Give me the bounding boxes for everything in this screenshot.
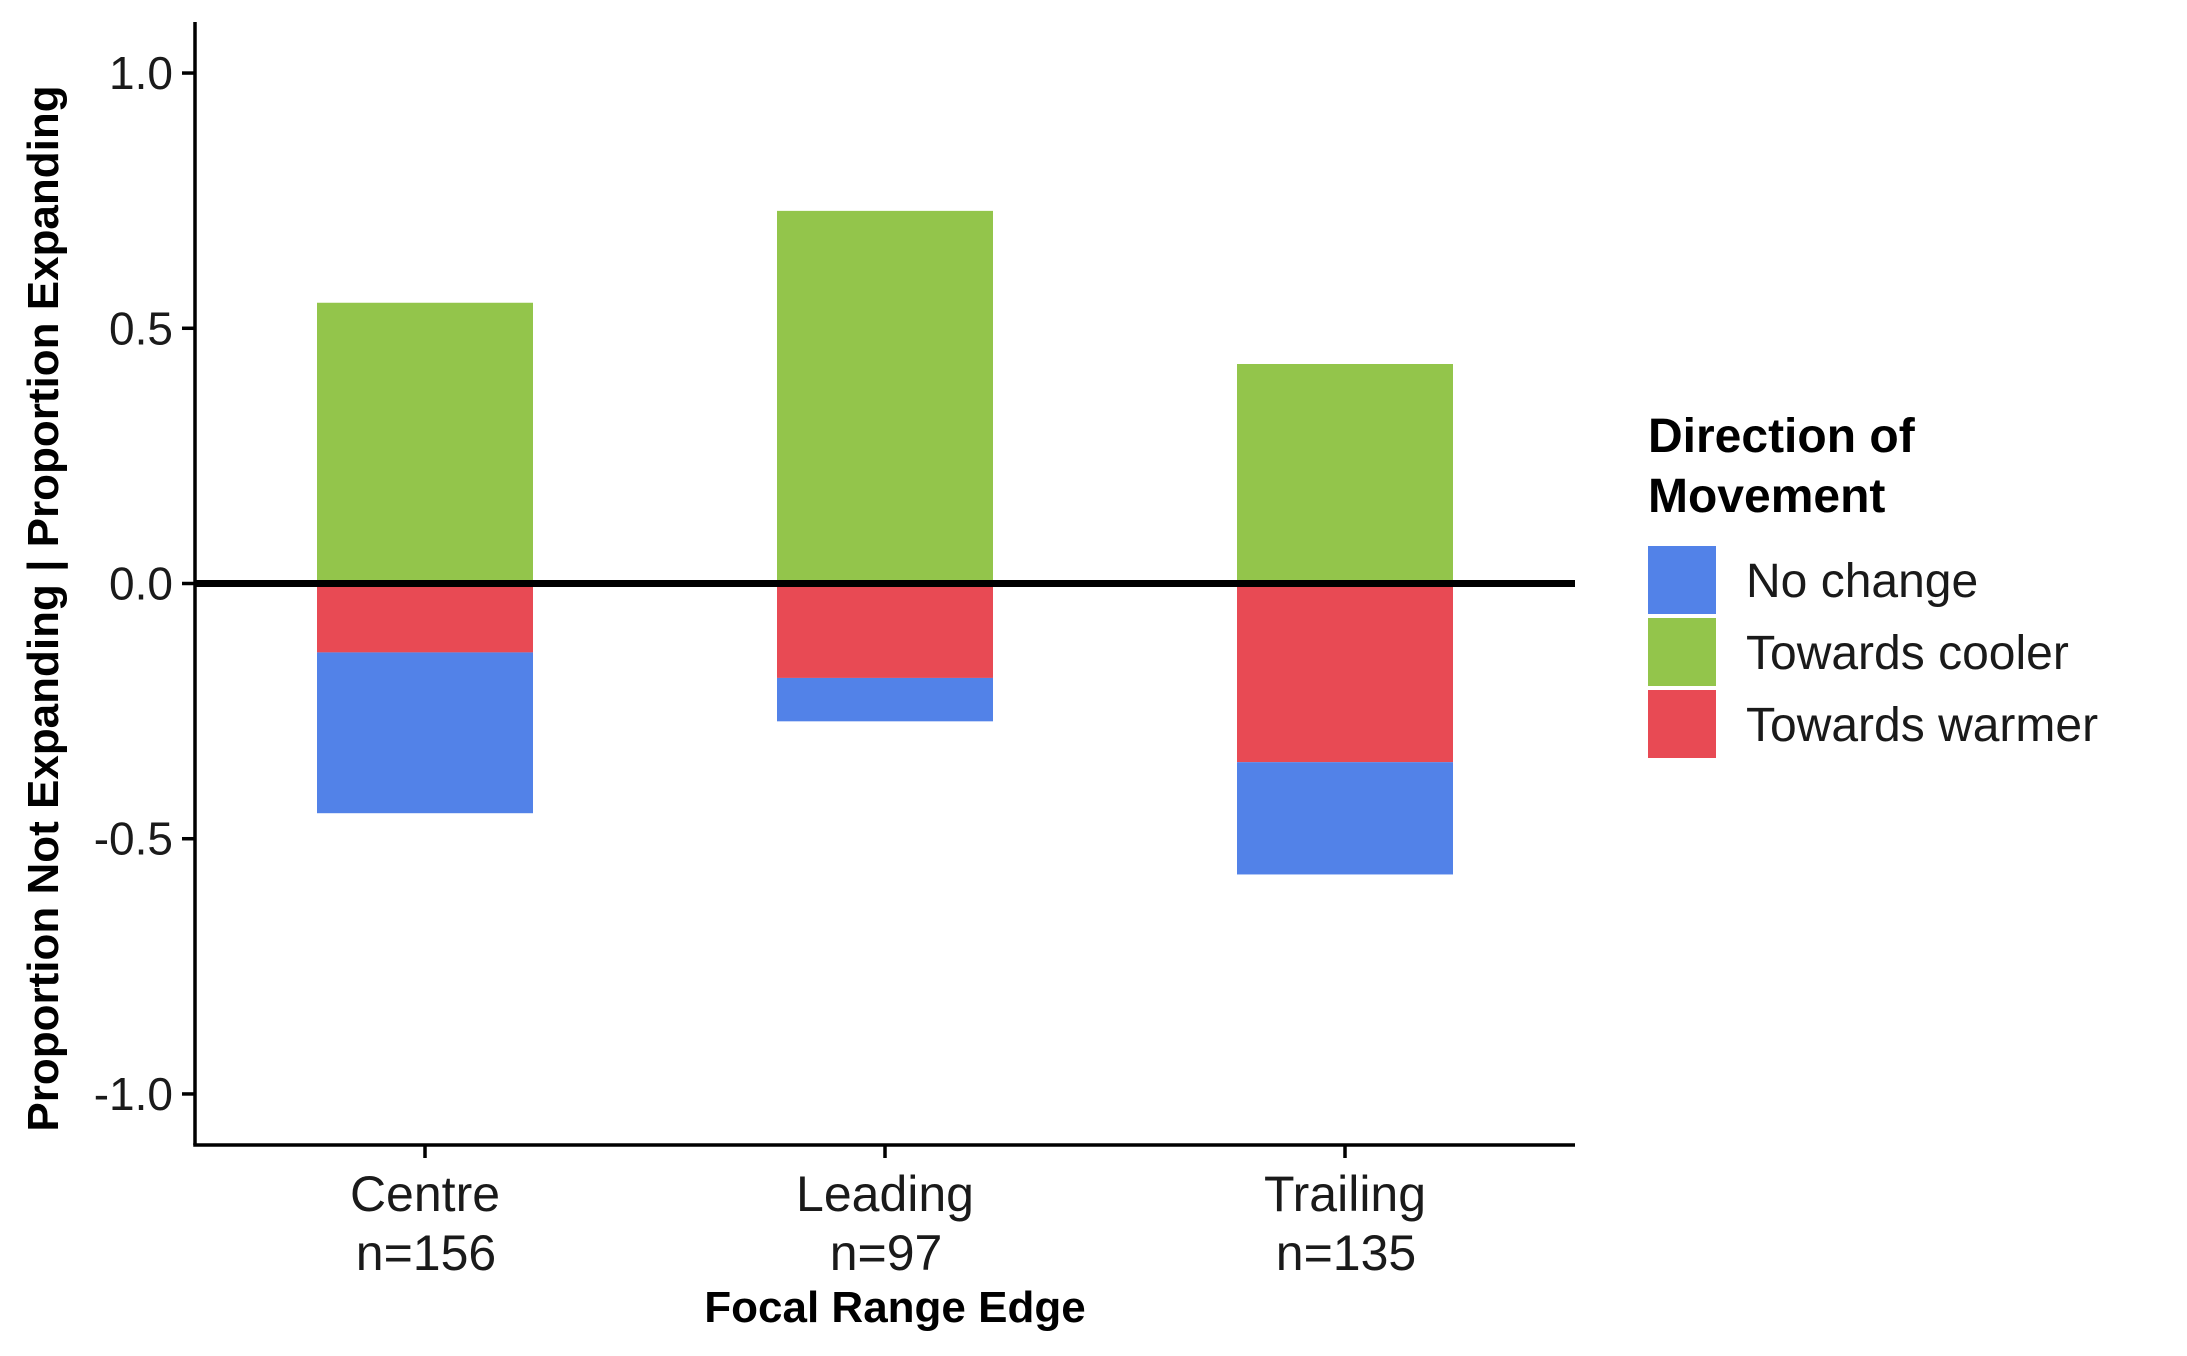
y-tick-label: -0.5 (94, 813, 173, 865)
x-tick-count-leading: n=97 (830, 1225, 943, 1281)
y-axis-title: Proportion Not Expanding | Proportion Ex… (19, 85, 69, 1131)
x-axis-title: Focal Range Edge (704, 1283, 1085, 1332)
y-axis-ticks: -1.0 -0.5 0.0 0.5 1.0 (94, 47, 195, 1120)
bar-towards-cooler-centre (317, 302, 533, 584)
y-tick-label: 0.5 (109, 302, 173, 354)
x-tick-label-trailing: Trailing (1264, 1166, 1426, 1222)
legend-label-no-change: No change (1746, 555, 1978, 608)
bar-no-change-leading (777, 677, 993, 722)
x-tick-label-leading: Leading (796, 1166, 974, 1222)
legend-title-line-2: Movement (1648, 470, 1885, 523)
bar-no-change-centre (317, 652, 533, 814)
bar-towards-cooler-leading (777, 210, 993, 584)
x-tick-count-trailing: n=135 (1276, 1225, 1416, 1281)
bar-towards-cooler-trailing (1237, 364, 1453, 584)
bar-towards-warmer-trailing (1237, 583, 1453, 763)
bar-towards-warmer-leading (777, 583, 993, 678)
bar-no-change-trailing (1237, 762, 1453, 875)
legend-title-line-1: Direction of (1648, 410, 1916, 463)
legend-key-towards-warmer (1648, 690, 1716, 758)
bar-towards-warmer-centre (317, 583, 533, 653)
legend: Direction of Movement No change Towards c… (1648, 410, 2098, 758)
legend-label-towards-warmer: Towards warmer (1746, 699, 2098, 752)
legend-key-towards-cooler (1648, 618, 1716, 686)
legend-items: No change Towards cooler Towards warmer (1648, 546, 2098, 758)
y-tick-label: 1.0 (109, 47, 173, 99)
x-tick-label-centre: Centre (350, 1166, 500, 1222)
bars-layer (317, 210, 1453, 875)
y-tick-label: -1.0 (94, 1068, 173, 1120)
x-tick-count-centre: n=156 (356, 1225, 496, 1281)
y-tick-label: 0.0 (109, 558, 173, 610)
legend-label-towards-cooler: Towards cooler (1746, 627, 2069, 680)
legend-key-no-change (1648, 546, 1716, 614)
